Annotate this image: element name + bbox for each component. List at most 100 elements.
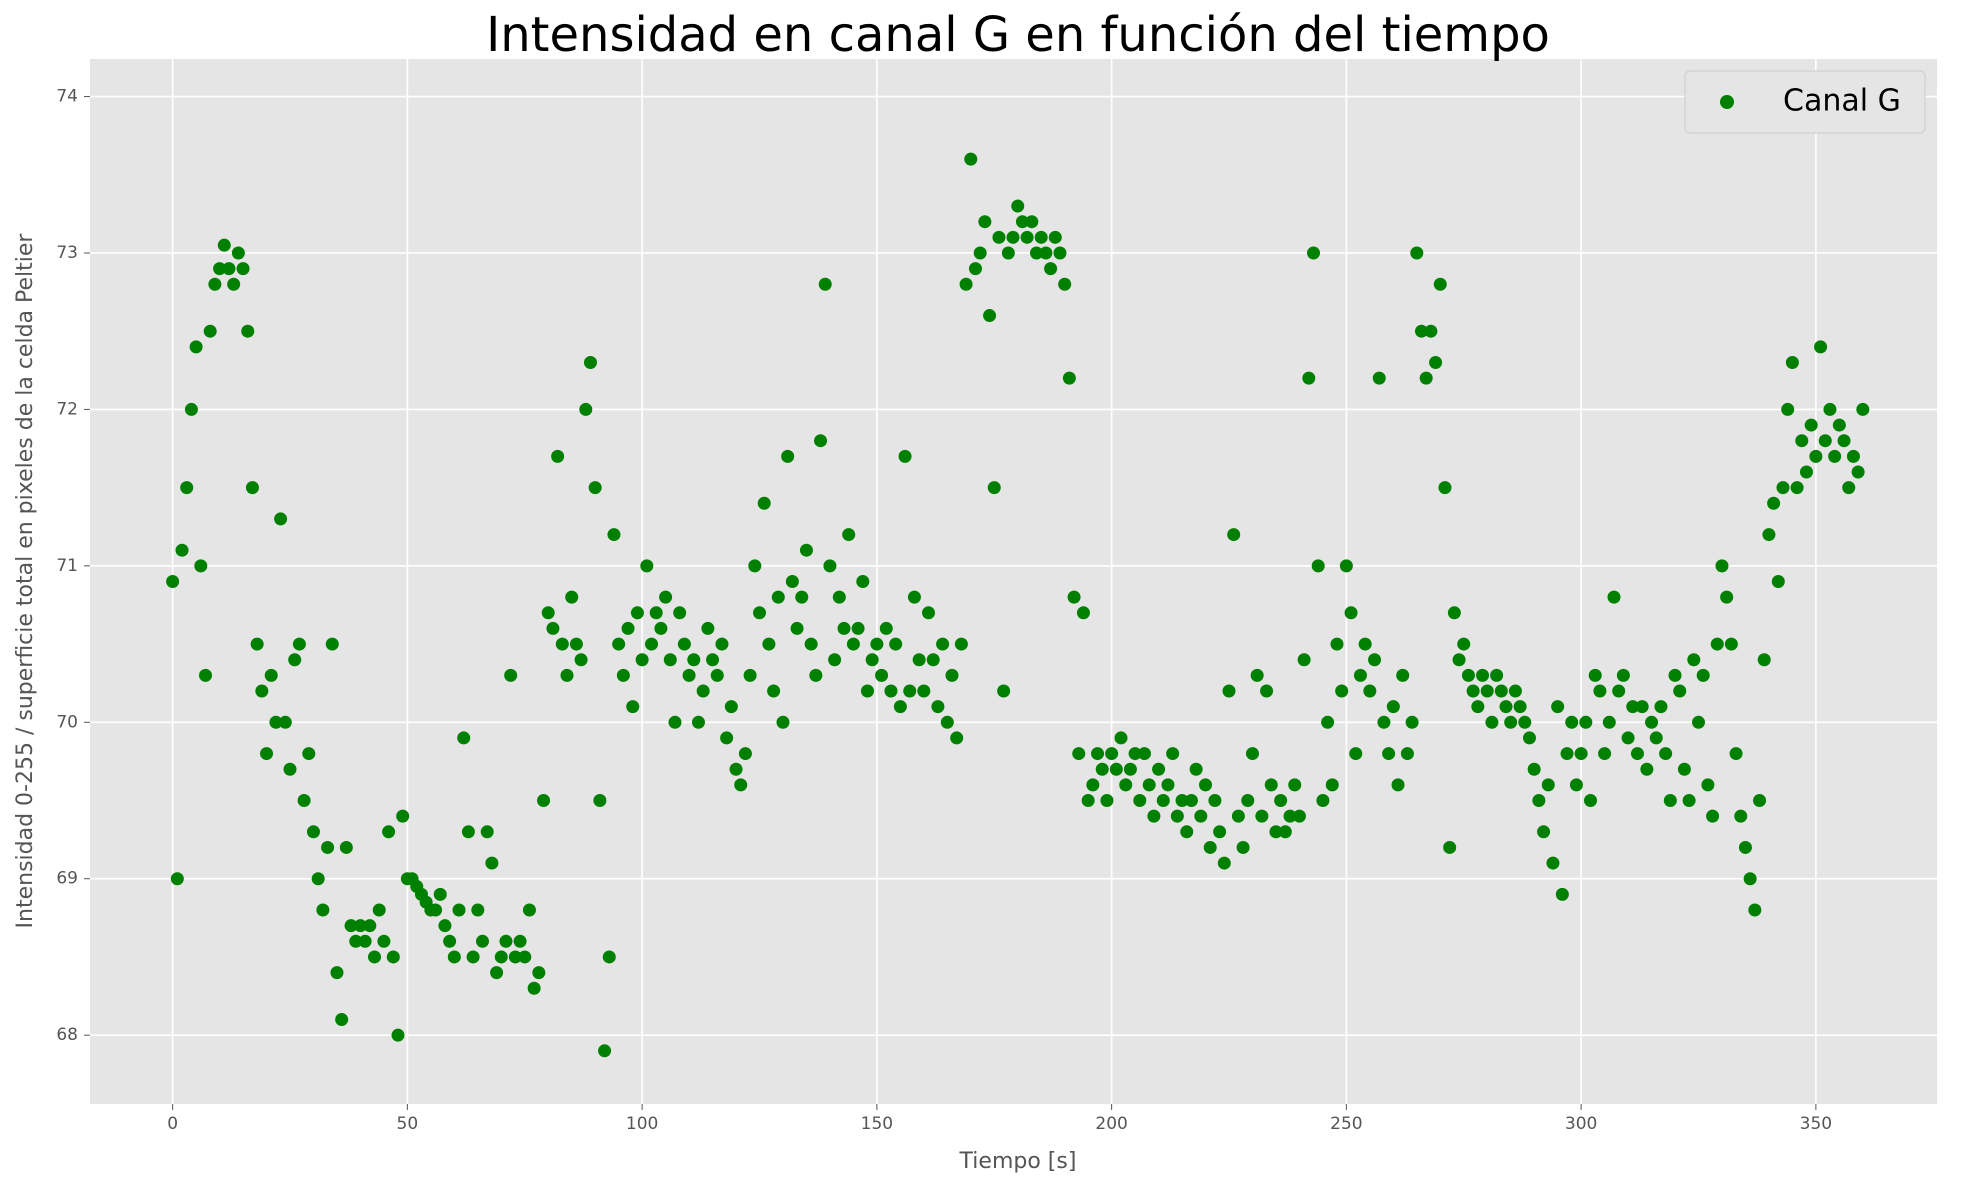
data-point: [1537, 825, 1551, 839]
data-point: [612, 637, 626, 651]
data-point: [1358, 637, 1372, 651]
data-point: [889, 637, 903, 651]
data-point: [1081, 794, 1095, 808]
data-point: [1799, 465, 1813, 479]
y-tick-label: 71: [56, 556, 78, 576]
data-point: [339, 840, 353, 854]
data-point: [1696, 668, 1710, 682]
data-point: [260, 747, 274, 761]
data-point: [1569, 778, 1583, 792]
data-point: [1349, 747, 1363, 761]
data-point: [973, 246, 987, 260]
data-point: [1842, 481, 1856, 495]
data-point: [302, 747, 316, 761]
data-point: [1518, 715, 1532, 729]
data-point: [447, 950, 461, 964]
data-point: [490, 966, 504, 980]
data-point: [1546, 856, 1560, 870]
data-point: [1039, 246, 1053, 260]
data-point: [1330, 637, 1344, 651]
data-point: [1264, 778, 1278, 792]
data-point: [1419, 371, 1433, 385]
data-point: [452, 903, 466, 917]
data-point: [1602, 715, 1616, 729]
data-point: [1691, 715, 1705, 729]
data-point: [574, 653, 588, 667]
data-point: [724, 700, 738, 714]
data-point: [1414, 324, 1428, 338]
data-point: [621, 621, 635, 635]
data-point: [353, 919, 367, 933]
data-point: [776, 715, 790, 729]
y-tick-label: 72: [56, 399, 78, 419]
data-point: [945, 668, 959, 682]
data-point: [879, 621, 893, 635]
data-point: [499, 934, 513, 948]
data-point: [884, 684, 898, 698]
data-point: [926, 653, 940, 667]
data-point: [203, 324, 217, 338]
data-point: [1795, 434, 1809, 448]
data-point: [781, 449, 795, 463]
data-point: [231, 246, 245, 260]
data-point: [485, 856, 499, 870]
data-point: [288, 653, 302, 667]
data-point: [1480, 684, 1494, 698]
x-tick-label: 200: [1095, 1114, 1127, 1134]
data-point: [1494, 684, 1508, 698]
data-point: [1424, 324, 1438, 338]
data-point: [1241, 794, 1255, 808]
data-point: [1058, 277, 1072, 291]
data-point: [551, 449, 565, 463]
data-point: [508, 950, 522, 964]
data-point: [1781, 402, 1795, 416]
data-point: [457, 731, 471, 745]
data-point: [856, 575, 870, 588]
data-point: [1607, 590, 1621, 604]
data-point: [1302, 371, 1316, 385]
data-point: [396, 809, 410, 823]
data-point: [602, 950, 616, 964]
data-point: [832, 590, 846, 604]
data-point: [1405, 715, 1419, 729]
data-point: [1729, 747, 1743, 761]
data-point: [1527, 762, 1541, 776]
data-point: [860, 684, 874, 698]
data-point: [837, 621, 851, 635]
data-point: [1584, 794, 1598, 808]
data-point: [1706, 809, 1720, 823]
data-point: [922, 606, 936, 620]
data-point: [1213, 825, 1227, 839]
data-point: [1161, 778, 1175, 792]
data-point: [1471, 700, 1485, 714]
data-point: [907, 590, 921, 604]
data-point: [734, 778, 748, 792]
data-point: [283, 762, 297, 776]
data-point: [1269, 825, 1283, 839]
data-point: [1109, 762, 1123, 776]
data-point: [1818, 434, 1832, 448]
data-point: [1152, 762, 1166, 776]
data-point: [912, 653, 926, 667]
data-point: [1363, 684, 1377, 698]
data-point: [588, 481, 602, 495]
data-point: [1823, 402, 1837, 416]
data-point: [1311, 559, 1325, 573]
data-point: [1396, 668, 1410, 682]
data-point: [344, 919, 358, 933]
data-point: [691, 715, 705, 729]
data-point: [1560, 747, 1574, 761]
data-point: [170, 872, 184, 886]
data-point: [1710, 637, 1724, 651]
data-point: [893, 700, 907, 714]
legend: Canal G: [1684, 70, 1926, 134]
legend-marker: [1720, 95, 1734, 109]
data-point: [1626, 700, 1640, 714]
data-point: [1457, 637, 1471, 651]
data-point: [1433, 277, 1447, 291]
data-point: [1654, 700, 1668, 714]
data-point: [494, 950, 508, 964]
data-point: [1522, 731, 1536, 745]
data-point: [1814, 340, 1828, 354]
data-point: [377, 934, 391, 948]
